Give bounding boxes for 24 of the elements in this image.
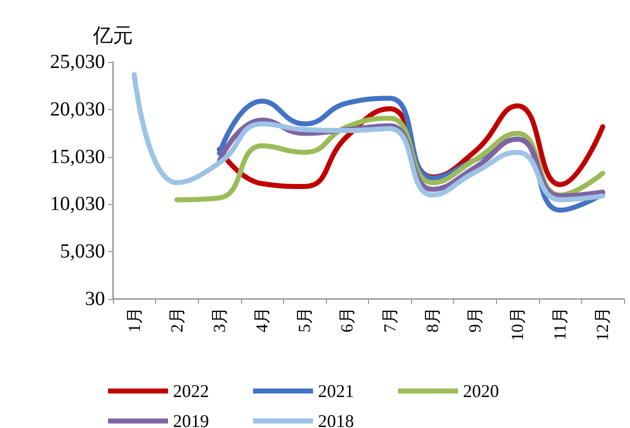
x-tick-label: 8月 bbox=[422, 307, 442, 332]
legend-label: 2021 bbox=[318, 381, 354, 401]
x-tick-label: 3月 bbox=[210, 307, 229, 332]
x-tick-label: 7月 bbox=[380, 307, 400, 332]
y-tick-label: 20,030 bbox=[50, 98, 105, 120]
x-tick-label: 10月 bbox=[508, 307, 528, 341]
legend-label: 2018 bbox=[318, 411, 354, 428]
x-tick-label: 9月 bbox=[465, 307, 484, 332]
legend-label: 2022 bbox=[173, 381, 209, 401]
y-tick-label: 30 bbox=[85, 288, 105, 310]
legend-label: 2019 bbox=[173, 411, 209, 428]
y-tick-label: 25,030 bbox=[50, 51, 105, 73]
x-tick-label: 1月 bbox=[124, 307, 144, 332]
legend-label: 2020 bbox=[463, 381, 499, 401]
y-axis-title: 亿元 bbox=[92, 25, 133, 47]
x-tick-label: 2月 bbox=[167, 307, 186, 332]
y-tick-label: 15,030 bbox=[50, 146, 105, 168]
x-tick-label: 11月 bbox=[550, 307, 570, 340]
x-tick-label: 4月 bbox=[252, 307, 272, 332]
y-tick-label: 5,030 bbox=[60, 240, 105, 263]
x-tick-label: 6月 bbox=[338, 307, 357, 332]
x-tick-label: 12月 bbox=[593, 307, 612, 341]
y-tick-label: 10,030 bbox=[50, 193, 105, 216]
x-tick-label: 5月 bbox=[295, 307, 314, 332]
